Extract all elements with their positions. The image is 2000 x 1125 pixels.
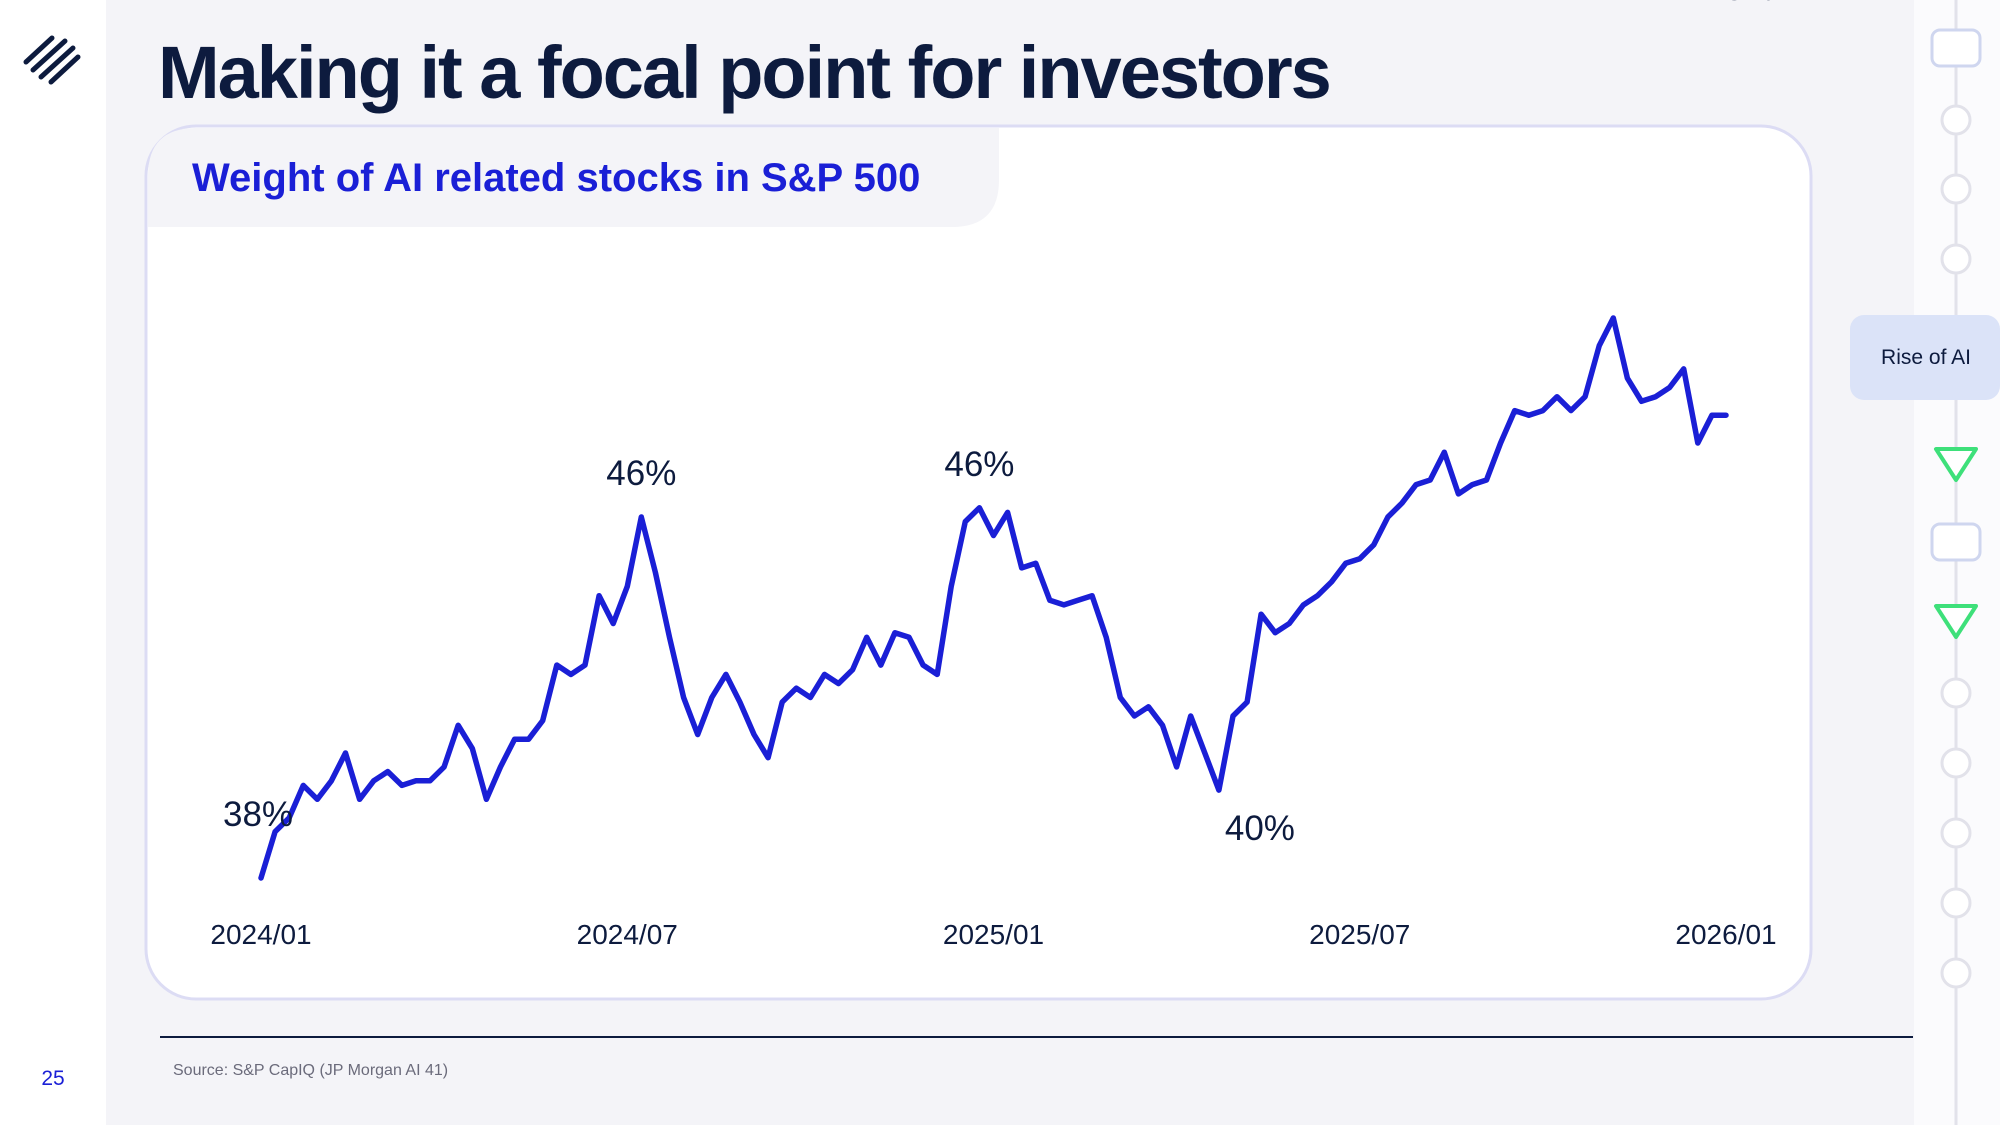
value-label: 40% xyxy=(1225,809,1295,848)
nav-active-label[interactable]: Rise of AI xyxy=(1881,346,1971,369)
nav-node[interactable] xyxy=(1940,677,1972,709)
data-line xyxy=(258,315,1729,881)
value-label: 46% xyxy=(944,445,1014,484)
nav-active-tab[interactable] xyxy=(1850,315,2000,400)
nav-node[interactable] xyxy=(1930,28,1982,68)
x-tick-label: 2026/01 xyxy=(1675,919,1776,950)
chart-card xyxy=(144,124,1813,1001)
x-tick-label: 2025/07 xyxy=(1309,919,1410,950)
nav-node[interactable] xyxy=(1940,747,1972,779)
nav-node[interactable] xyxy=(1940,104,1972,136)
x-tick-label: 2024/01 xyxy=(210,919,311,950)
card-header xyxy=(148,128,999,227)
nav-node[interactable] xyxy=(1940,887,1972,919)
nav-node[interactable] xyxy=(1940,817,1972,849)
nav-node[interactable] xyxy=(1940,957,1972,989)
chart-title: Weight of AI related stocks in S&P 500 xyxy=(192,156,920,200)
x-tick-label: 2024/07 xyxy=(577,919,678,950)
nav-node[interactable] xyxy=(1940,243,1972,275)
nav-node[interactable] xyxy=(1934,604,1978,639)
value-label: 48% xyxy=(1705,0,1775,8)
nav-timeline: Rise of AI xyxy=(1850,0,2000,1125)
nav-node[interactable] xyxy=(1930,522,1982,562)
nav-node[interactable] xyxy=(1940,173,1972,205)
logo xyxy=(23,35,81,85)
page-number: 25 xyxy=(41,1067,64,1090)
value-label: 38% xyxy=(223,795,293,834)
nav-node[interactable] xyxy=(1934,447,1978,482)
value-label: 46% xyxy=(606,454,676,493)
plot: 2024/01 2024/07 2025/01 2025/07 2026/01 38% 46… xyxy=(210,0,1776,950)
x-tick-label: 2025/01 xyxy=(943,919,1044,950)
slide-title: Making it a focal point for investors xyxy=(158,31,1330,114)
source-note: Source: S&P CapIQ (JP Morgan AI 41) xyxy=(173,1062,448,1079)
